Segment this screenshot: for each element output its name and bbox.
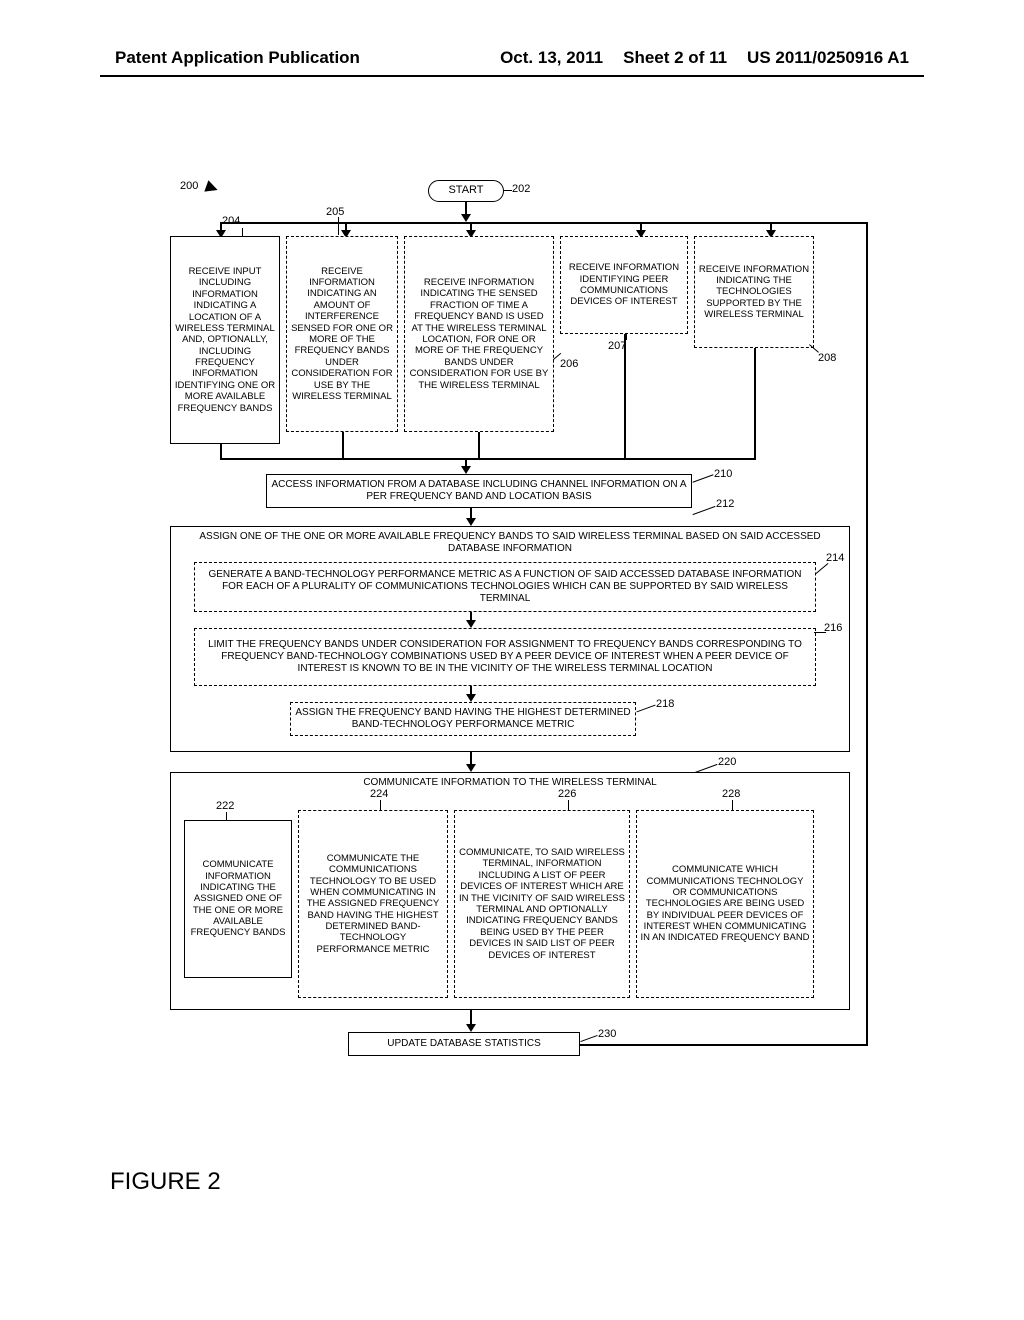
lead	[242, 228, 243, 236]
box-207: RECEIVE INFORMATION IDENTIFYING PEER COM…	[560, 236, 688, 334]
lead	[732, 800, 733, 810]
header-sheet: Sheet 2 of 11	[623, 48, 727, 68]
arrow-head-icon	[466, 620, 476, 628]
ref-208: 208	[818, 352, 836, 364]
box-224: COMMUNICATE THE COMMUNICATIONS TECHNOLOG…	[298, 810, 448, 998]
box-230: UPDATE DATABASE STATISTICS	[348, 1032, 580, 1056]
box-206: RECEIVE INFORMATION INDICATING THE SENSE…	[404, 236, 554, 432]
header-pubno: US 2011/0250916 A1	[747, 48, 909, 68]
ref-228: 228	[722, 788, 740, 800]
connector	[220, 458, 756, 460]
lead	[626, 334, 627, 340]
ref-214: 214	[826, 552, 844, 564]
arrow-head-icon	[466, 518, 476, 526]
page-header: Patent Application Publication Oct. 13, …	[0, 48, 1024, 68]
connector	[814, 222, 868, 224]
lead	[580, 1035, 597, 1042]
box-205: RECEIVE INFORMATION INDICATING AN AMOUNT…	[286, 236, 398, 432]
box-210: ACCESS INFORMATION FROM A DATABASE INCLU…	[266, 474, 692, 508]
lead	[693, 506, 716, 515]
header-date: Oct. 13, 2011	[500, 48, 603, 68]
flag-icon	[204, 180, 219, 195]
box-216: LIMIT THE FREQUENCY BANDS UNDER CONSIDER…	[194, 628, 816, 686]
ref-220: 220	[718, 756, 736, 768]
ref-230: 230	[598, 1028, 616, 1040]
ref-226: 226	[558, 788, 576, 800]
box-208: RECEIVE INFORMATION INDICATING THE TECHN…	[694, 236, 814, 348]
ref-212: 212	[716, 498, 734, 510]
connector	[580, 1044, 868, 1046]
header-left: Patent Application Publication	[115, 48, 360, 68]
arrow-head-icon	[461, 214, 471, 222]
page: Patent Application Publication Oct. 13, …	[0, 0, 1024, 1320]
box-228: COMMUNICATE WHICH COMMUNICATIONS TECHNOL…	[636, 810, 814, 998]
connector	[220, 444, 222, 458]
figure-label: FIGURE 2	[110, 1168, 221, 1196]
box-226: COMMUNICATE, TO SAID WIRELESS TERMINAL, …	[454, 810, 630, 998]
connector	[624, 334, 626, 458]
arrow-head-icon	[466, 1024, 476, 1032]
ref-224: 224	[370, 788, 388, 800]
lead	[692, 474, 713, 482]
box-214: GENERATE A BAND-TECHNOLOGY PERFORMANCE M…	[194, 562, 816, 612]
ref-202: 202	[512, 183, 530, 195]
box-204: RECEIVE INPUT INCLUDING INFORMATION INDI…	[170, 236, 280, 444]
header-rule	[100, 75, 924, 77]
arrow-head-icon	[461, 466, 471, 474]
lead	[380, 800, 381, 810]
lead	[809, 344, 819, 352]
arrow-head-icon	[466, 694, 476, 702]
ref-218: 218	[656, 698, 674, 710]
ref-222: 222	[216, 800, 234, 812]
lead	[568, 800, 569, 810]
lead	[338, 217, 339, 235]
lead-202	[504, 190, 512, 191]
connector	[220, 222, 816, 224]
connector	[866, 222, 868, 1046]
ref-206: 206	[560, 358, 578, 370]
arrow-head-icon	[466, 764, 476, 772]
ref-216: 216	[824, 622, 842, 634]
ref-200: 200	[180, 180, 198, 192]
ref-210: 210	[714, 468, 732, 480]
ref-204: 204	[222, 215, 240, 227]
lead	[226, 812, 227, 820]
connector	[342, 432, 344, 458]
connector	[478, 432, 480, 458]
lead	[814, 632, 826, 633]
ref-205: 205	[326, 206, 344, 218]
box-218: ASSIGN THE FREQUENCY BAND HAVING THE HIG…	[290, 702, 636, 736]
connector	[754, 348, 756, 458]
box-222: COMMUNICATE INFORMATION INDICATING THE A…	[184, 820, 292, 978]
start-node: START	[428, 180, 504, 202]
